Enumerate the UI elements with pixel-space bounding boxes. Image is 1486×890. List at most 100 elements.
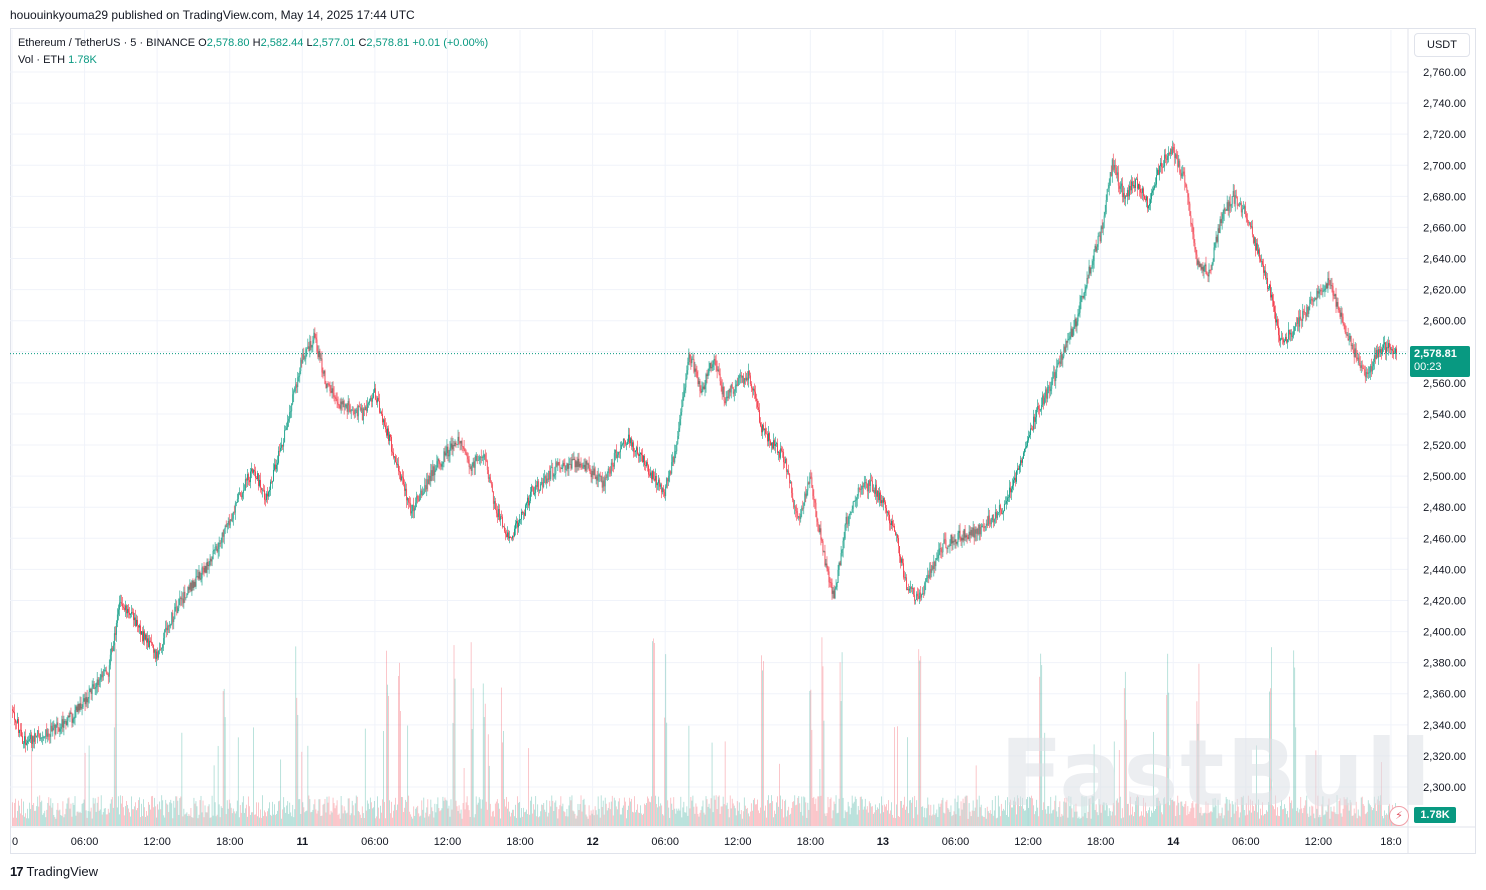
volume-bar (930, 804, 932, 826)
volume-bar (1039, 676, 1041, 826)
volume-badge: 1.78K (1414, 807, 1456, 823)
volume-bar (304, 812, 306, 826)
volume-bar (1267, 811, 1268, 826)
candle-body (132, 612, 133, 613)
candle-body (1080, 296, 1082, 302)
candle-body (606, 472, 608, 478)
volume-bar (1038, 816, 1040, 826)
volume-bar (109, 803, 111, 826)
volume-bar (215, 816, 217, 826)
volume-bar (1301, 808, 1303, 826)
volume-bar (608, 802, 610, 826)
candle-body (1242, 208, 1244, 210)
volume-bar (1208, 813, 1210, 826)
candle-body (1306, 306, 1308, 317)
volume-bar (86, 817, 88, 826)
volume-bar (1159, 800, 1161, 826)
candle-body (1032, 428, 1034, 430)
candle-body (114, 633, 116, 635)
candle-body (52, 727, 54, 732)
volume-bar (1238, 817, 1240, 826)
volume-bar (431, 807, 433, 826)
candle-body (360, 407, 362, 411)
candle-body (68, 715, 70, 718)
candle-body (71, 713, 73, 723)
volume-bar (573, 811, 575, 826)
candle-body (236, 498, 238, 503)
volume-bar (231, 813, 233, 826)
volume-bar (1009, 802, 1010, 826)
volume-bar (937, 817, 939, 826)
volume-bar (1035, 811, 1037, 826)
candle-body (59, 728, 61, 732)
volume-bar (156, 817, 158, 826)
candle-body (289, 412, 291, 419)
volume-bar (1242, 795, 1244, 826)
volume-bar (439, 811, 441, 826)
candle-body (1046, 389, 1048, 399)
volume-bar (832, 810, 834, 826)
candle-body (394, 456, 395, 458)
candle-body (925, 578, 927, 584)
candle-body (276, 464, 278, 470)
candle-body (560, 467, 562, 469)
candle-body (994, 511, 996, 520)
candle-body (15, 719, 16, 723)
volume-bar (1359, 816, 1361, 826)
candle-body (879, 492, 881, 504)
volume-bar (643, 813, 644, 826)
candle-body (235, 502, 237, 504)
volume-bar (1133, 816, 1134, 826)
volume-bar (277, 810, 279, 826)
volume-bar (808, 809, 810, 826)
volume-bar (31, 729, 33, 826)
volume-bar (22, 815, 23, 826)
lightning-icon[interactable]: ⚡ (1389, 806, 1409, 826)
candle-body (1164, 154, 1166, 167)
candle-body (153, 645, 155, 653)
volume-bar (700, 810, 702, 826)
chart-frame[interactable] (10, 28, 1476, 854)
volume-bar (708, 803, 710, 826)
volume-bar (835, 795, 837, 826)
candle-body (959, 530, 961, 538)
volume-bar (1259, 818, 1260, 826)
candle-body (233, 511, 235, 513)
candle-body (320, 358, 322, 360)
volume-bar (588, 805, 590, 826)
volume-bar (750, 803, 752, 826)
volume-bar (1164, 797, 1166, 826)
candle-body (1077, 314, 1079, 322)
candle-body (814, 500, 816, 503)
volume-bar (96, 802, 98, 826)
candle-body (1211, 264, 1213, 271)
volume-bar (287, 801, 289, 826)
volume-bar (298, 799, 300, 826)
volume-bar (92, 797, 94, 826)
volume-bar (315, 809, 317, 826)
volume-bar (876, 807, 878, 826)
volume-bar (691, 800, 693, 826)
volume-bar (1265, 813, 1266, 826)
volume-bar (1124, 671, 1126, 826)
candle-body (12, 709, 13, 711)
candle-body (1188, 197, 1190, 204)
candle-body (644, 455, 645, 466)
candle-body (131, 612, 132, 614)
volume-bar (1295, 727, 1297, 826)
candle-body (1169, 153, 1171, 155)
candle-body (201, 567, 203, 579)
currency-button[interactable]: USDT (1414, 33, 1470, 57)
volume-bar (354, 803, 356, 826)
candle-body (1376, 349, 1378, 358)
volume-bar (1188, 813, 1190, 826)
volume-bar (762, 670, 763, 826)
volume-bar (220, 806, 222, 826)
volume-bar (382, 799, 383, 826)
volume-bar (1244, 815, 1246, 826)
y-tick-label: 2,760.00 (1423, 67, 1466, 79)
candle-body (1284, 340, 1286, 343)
candle-body (1140, 188, 1141, 193)
volume-bar (1161, 812, 1163, 826)
